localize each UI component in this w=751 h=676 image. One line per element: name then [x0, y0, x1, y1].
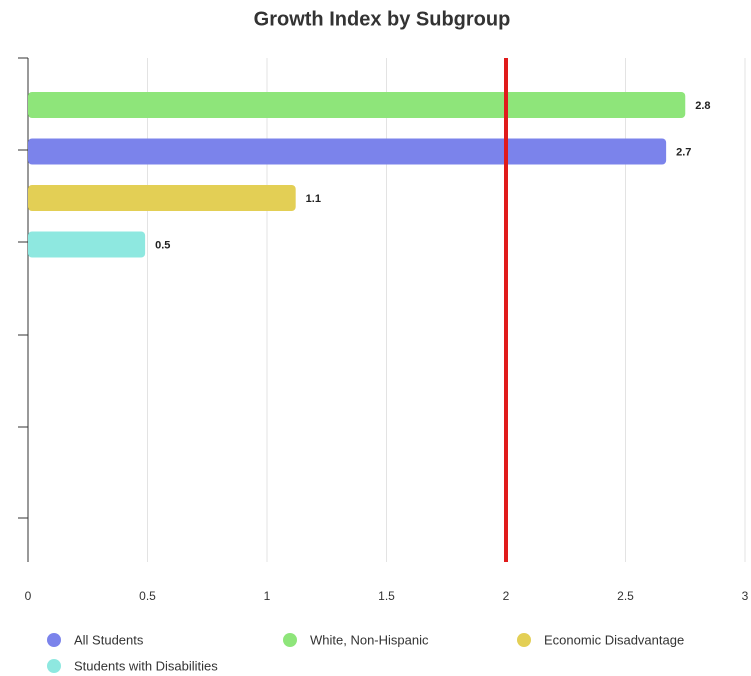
x-tick-label: 1.5 — [378, 589, 395, 603]
legend-label: All Students — [74, 632, 144, 647]
chart-title: Growth Index by Subgroup — [254, 8, 511, 30]
legend-label: Students with Disabilities — [74, 658, 218, 673]
value-label: 2.7 — [676, 146, 691, 158]
legend-swatch — [283, 633, 297, 647]
legend-label: Economic Disadvantage — [544, 632, 684, 647]
x-tick-label: 1 — [264, 589, 271, 603]
legend-label: White, Non-Hispanic — [310, 632, 429, 647]
x-tick-label: 0.5 — [139, 589, 156, 603]
bar — [28, 92, 686, 118]
legend-swatch — [47, 659, 61, 673]
legend-swatch — [47, 633, 61, 647]
x-tick-label: 0 — [25, 589, 32, 603]
bar — [28, 138, 667, 165]
value-label: 2.8 — [695, 100, 710, 112]
bar — [28, 185, 296, 211]
value-label: 1.1 — [306, 193, 321, 205]
x-tick-label: 3 — [742, 589, 749, 603]
value-label: 0.5 — [155, 239, 170, 251]
x-tick-label: 2 — [503, 589, 510, 603]
x-tick-label: 2.5 — [617, 589, 634, 603]
bar — [28, 231, 146, 258]
legend-swatch — [517, 633, 531, 647]
